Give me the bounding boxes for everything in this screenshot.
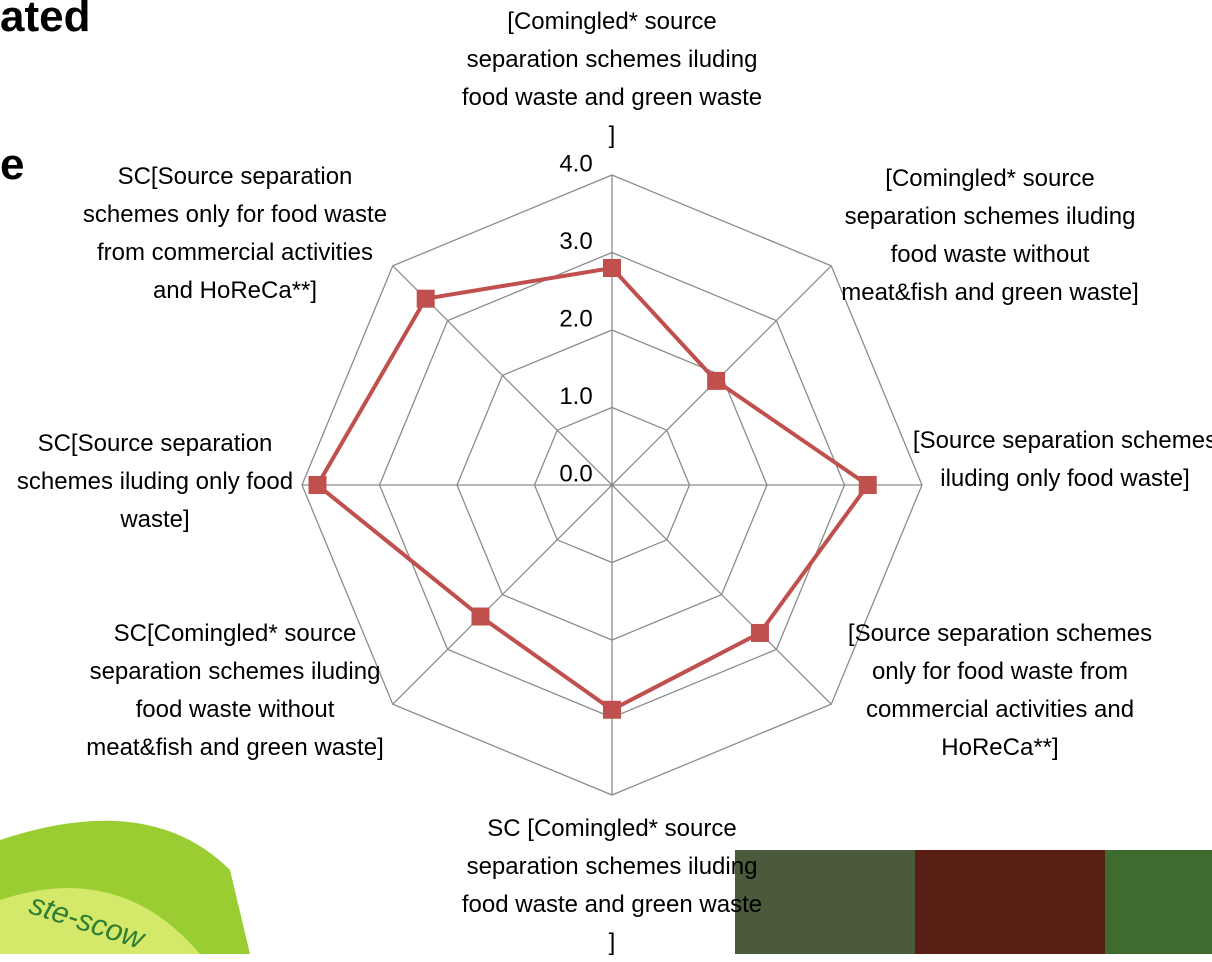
tick-label: 1.0 [559,383,592,410]
category-label: SC [Comingled* source separation schemes… [461,815,763,956]
category-label: [Source separation schemes iluding only … [912,427,1212,492]
point-marker [750,623,769,642]
spoke [392,484,613,705]
point-marker [603,259,621,277]
category-label: [Source separation schemes only for food… [847,620,1153,761]
category-label: SC[Source separation schemes iluding onl… [16,430,294,533]
photo [735,850,1212,954]
spoke [611,484,832,705]
tick-label: 4.0 [559,150,592,177]
slide-title-fragment: ated [0,0,91,41]
category-label: [Comingled* source separation schemes il… [461,8,763,149]
tick-label: 3.0 [559,228,592,255]
category-label: [Comingled* source separation schemes il… [841,165,1139,306]
point-marker [416,289,435,308]
tick-label: 0.0 [559,460,592,487]
logo: ste-scow [0,820,250,954]
tick-label: 2.0 [559,305,592,332]
point-marker [471,607,490,626]
slide-title-fragment: e [0,140,25,189]
point-marker [858,476,877,494]
point-marker [603,700,621,719]
point-marker [707,371,726,390]
category-label: SC[Source separation schemes only for fo… [82,163,388,304]
point-marker [308,476,327,494]
series-line [314,265,871,713]
category-label: SC[Comingled* source separation schemes … [86,620,384,761]
